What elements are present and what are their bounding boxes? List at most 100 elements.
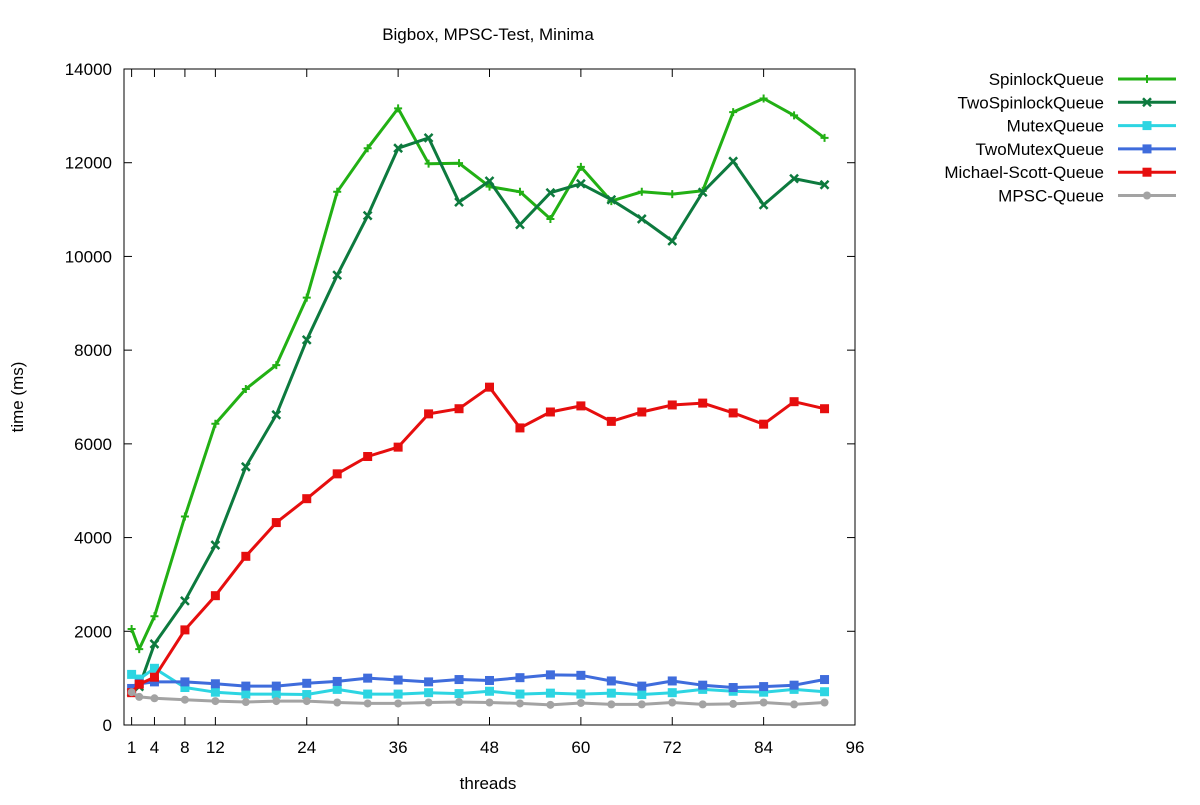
data-point <box>271 518 281 528</box>
data-point <box>637 700 646 709</box>
data-point <box>545 670 555 680</box>
data-point <box>545 688 555 698</box>
data-point <box>455 698 464 707</box>
data-point <box>180 677 190 687</box>
data-point <box>759 698 768 707</box>
data-point <box>820 675 830 685</box>
data-point <box>363 673 373 683</box>
data-point <box>576 162 585 171</box>
data-point <box>271 409 282 420</box>
x-axis-label: threads <box>460 774 517 793</box>
data-point <box>667 400 677 410</box>
series-layer <box>126 94 830 709</box>
data-point <box>454 689 464 699</box>
y-axis-label: time (ms) <box>8 362 27 433</box>
data-point <box>301 334 312 345</box>
data-point <box>302 678 312 688</box>
x-tick-label: 24 <box>297 738 316 757</box>
series-line-spinlockqueue <box>130 97 826 651</box>
data-point <box>636 214 647 224</box>
data-point <box>332 676 342 686</box>
data-point <box>759 94 768 103</box>
series-michael-scott-queue <box>127 382 830 698</box>
data-point <box>332 684 342 694</box>
data-point <box>424 698 433 707</box>
data-point <box>820 698 829 707</box>
data-point <box>790 700 799 709</box>
data-point <box>484 176 495 186</box>
series-spinlockqueue <box>127 94 829 654</box>
data-point <box>180 595 190 606</box>
legend-marker <box>1142 144 1152 154</box>
legend-label-mutexqueue: MutexQueue <box>1007 117 1104 136</box>
data-point <box>149 663 159 673</box>
data-point <box>820 687 830 697</box>
y-tick-label: 0 <box>103 716 112 735</box>
series-twospinlockqueue <box>126 132 830 698</box>
data-point <box>150 612 159 621</box>
data-point <box>515 219 525 230</box>
x-tick-label: 36 <box>389 738 408 757</box>
data-point <box>455 159 464 168</box>
data-point <box>637 407 647 417</box>
data-point <box>759 682 769 692</box>
series-line-twomutexqueue <box>130 673 825 690</box>
data-point <box>515 187 524 196</box>
data-point <box>545 187 556 198</box>
data-point <box>697 187 708 198</box>
data-point <box>241 385 250 394</box>
legend-marker <box>1143 75 1151 83</box>
data-point <box>271 689 281 699</box>
x-tick-label: 84 <box>754 738 773 757</box>
data-point <box>485 698 494 707</box>
data-point <box>393 675 403 685</box>
data-point <box>210 540 221 550</box>
data-point <box>424 677 434 687</box>
data-point <box>127 688 136 697</box>
data-point <box>271 681 281 691</box>
data-point <box>393 442 403 452</box>
data-point <box>424 409 434 419</box>
data-point <box>241 551 251 561</box>
data-point <box>576 670 586 680</box>
data-point <box>180 683 190 693</box>
data-point <box>576 401 586 411</box>
data-point <box>454 197 464 207</box>
data-point <box>211 419 220 428</box>
data-point <box>575 178 586 189</box>
data-point <box>302 697 311 706</box>
data-point <box>149 639 160 649</box>
data-point <box>667 688 677 698</box>
y-tick-label: 12000 <box>65 154 112 173</box>
data-point <box>758 200 769 210</box>
legend: SpinlockQueue TwoSpinlockQueue MutexQueue T… <box>944 70 1176 206</box>
data-point <box>819 179 830 190</box>
data-point <box>698 700 707 709</box>
data-point <box>637 690 647 700</box>
data-point <box>576 698 585 707</box>
data-point <box>728 683 738 693</box>
legend-marker <box>1142 167 1152 177</box>
data-point <box>546 700 555 709</box>
data-point <box>394 699 403 708</box>
data-point <box>393 143 404 154</box>
data-point <box>241 689 251 699</box>
data-point <box>729 108 738 117</box>
data-point <box>515 673 525 683</box>
data-point <box>759 419 769 429</box>
data-point <box>332 469 342 479</box>
data-point <box>363 699 372 708</box>
data-point <box>515 699 524 708</box>
data-point <box>607 700 616 709</box>
data-point <box>789 397 799 407</box>
legend-label-michael-scott-queue: Michael-Scott-Queue <box>944 163 1104 182</box>
x-tick-label: 1 <box>127 738 136 757</box>
data-point <box>210 679 220 689</box>
data-point <box>576 689 586 699</box>
data-point <box>728 408 738 418</box>
data-point <box>135 645 144 654</box>
data-point <box>729 699 738 708</box>
data-point <box>302 494 312 504</box>
data-point <box>393 689 403 699</box>
y-tick-label: 2000 <box>74 622 112 641</box>
